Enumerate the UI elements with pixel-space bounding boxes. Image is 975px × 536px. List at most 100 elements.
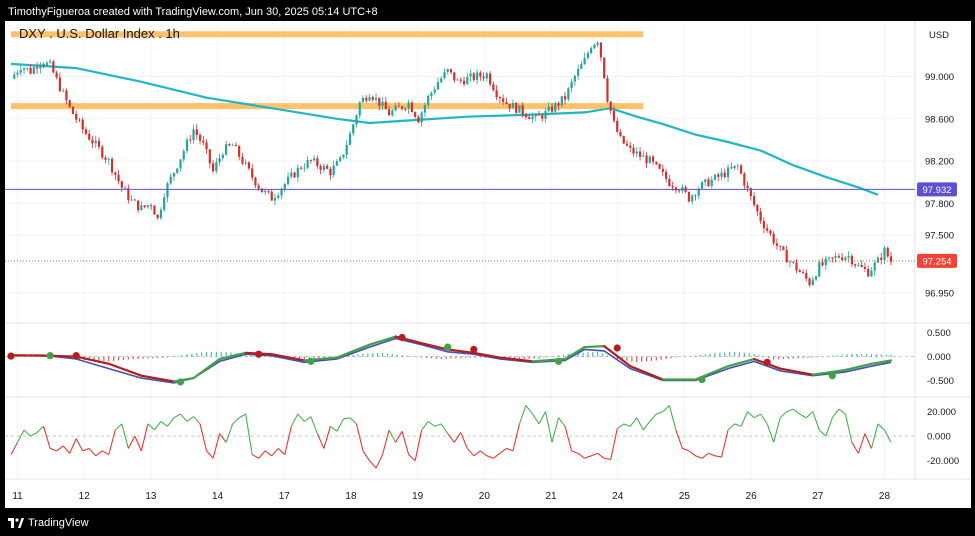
candle-body <box>785 249 788 263</box>
macd-histogram-bar <box>543 356 545 358</box>
macd-histogram-bar <box>469 356 472 358</box>
candle-body <box>482 76 485 79</box>
macd-cross-dot <box>763 358 771 366</box>
macd-histogram-bar <box>802 356 804 359</box>
candle-body <box>234 144 237 147</box>
macd-histogram-bar <box>93 356 95 361</box>
chart-canvas[interactable]: 97.932 97.254 DXY . U.S. Dollar Index . 1… <box>5 21 971 508</box>
candle-body <box>394 105 397 111</box>
macd-histogram-bar <box>108 356 110 362</box>
time-tick-label: 17 <box>279 491 291 502</box>
tradingview-logo[interactable]: TradingView <box>8 516 89 530</box>
candle-body <box>348 133 352 145</box>
candle-body <box>166 183 169 198</box>
candle-body <box>117 174 120 182</box>
oscillator-segment <box>395 430 403 443</box>
macd-histogram-bar <box>362 353 364 357</box>
candle-body <box>127 188 130 200</box>
candle-body <box>420 112 423 123</box>
macd-histogram-bar <box>230 352 232 357</box>
candle-body <box>195 129 198 136</box>
oscillator-segment <box>382 429 390 455</box>
resistance-zone[interactable] <box>11 103 644 110</box>
candle-body <box>655 161 658 165</box>
candle-body <box>436 82 440 90</box>
candle-body <box>847 255 850 258</box>
macd-histogram-bar <box>386 353 389 357</box>
oscillator-segment <box>147 423 155 431</box>
macd-histogram-bar <box>474 356 477 358</box>
candle-body <box>68 100 71 107</box>
macd-histogram-bar <box>597 351 599 357</box>
macd-histogram-bar <box>98 356 100 361</box>
candle-body <box>850 255 853 265</box>
candle-body <box>694 195 697 197</box>
oscillator-segment <box>206 450 214 459</box>
candle-body <box>590 48 593 54</box>
candle-body <box>440 78 443 83</box>
candle-body <box>648 156 651 164</box>
macd-histogram-bar <box>797 356 799 359</box>
price-tick-label: 98.600 <box>925 114 954 125</box>
macd-histogram-bar <box>142 356 144 359</box>
candle-body <box>518 105 521 113</box>
candle-body <box>123 187 127 189</box>
horizontal-gridlines <box>5 76 915 294</box>
macd-cross-dot <box>176 378 185 386</box>
macd-histogram-bar <box>562 354 565 357</box>
macd-histogram-bar <box>738 352 741 357</box>
moving-average-line[interactable] <box>10 62 879 196</box>
oscillator-segment <box>466 448 475 457</box>
currency-label[interactable]: USD <box>929 30 949 41</box>
candle-body <box>612 110 616 121</box>
oscillator-segment <box>212 433 221 459</box>
macd-histogram-bar <box>812 356 814 358</box>
candle-body <box>606 78 609 102</box>
macd-histogram-bar <box>425 356 428 358</box>
candle-body <box>475 72 479 80</box>
candle-body <box>146 205 149 207</box>
oscillator-segment <box>629 417 638 427</box>
macd-histogram-bar <box>264 356 266 358</box>
candle-body <box>665 171 668 179</box>
candle-body <box>616 120 619 132</box>
macd-histogram-bar <box>318 356 320 359</box>
oscillator-segment <box>714 455 722 458</box>
oscillator-segment <box>17 429 25 443</box>
oscillator-pane: 20.000 0.000 -20.000 <box>5 405 959 469</box>
oscillator-segment <box>779 411 788 419</box>
candle-body <box>814 276 818 280</box>
price-lines: 97.932 97.254 <box>5 182 957 268</box>
candle-body <box>198 135 202 141</box>
macd-histogram-bar <box>455 356 457 359</box>
candle-body <box>883 247 886 260</box>
oscillator-segment <box>447 433 455 443</box>
oscillator-segment <box>310 416 318 434</box>
oscillator-segment <box>460 432 468 449</box>
candle-body <box>339 157 342 162</box>
candle-body <box>244 162 247 164</box>
oscillator-segment <box>649 413 657 422</box>
candle-body <box>78 119 81 121</box>
candle-body <box>495 90 498 98</box>
macd-histogram-bar <box>856 353 858 357</box>
candle-body <box>329 168 332 175</box>
macd-histogram-bar <box>484 356 486 358</box>
resistance-zone[interactable] <box>11 31 644 38</box>
candle-body <box>107 158 110 160</box>
time-tick-label: 28 <box>879 491 891 502</box>
macd-tick-label: -0.500 <box>927 376 954 387</box>
candle-body <box>62 90 65 92</box>
oscillator-segment <box>883 429 892 443</box>
candle-body <box>577 68 580 76</box>
candle-body <box>404 108 407 110</box>
candle-body <box>140 205 143 211</box>
oscillator-segment <box>825 417 833 437</box>
candle-body <box>485 73 488 79</box>
macd-histogram-bar <box>704 354 706 357</box>
candle-body <box>779 245 782 247</box>
candle-body <box>120 181 123 188</box>
candle-body <box>365 97 368 101</box>
macd-histogram-bar <box>157 356 159 359</box>
candle-body <box>58 77 61 92</box>
